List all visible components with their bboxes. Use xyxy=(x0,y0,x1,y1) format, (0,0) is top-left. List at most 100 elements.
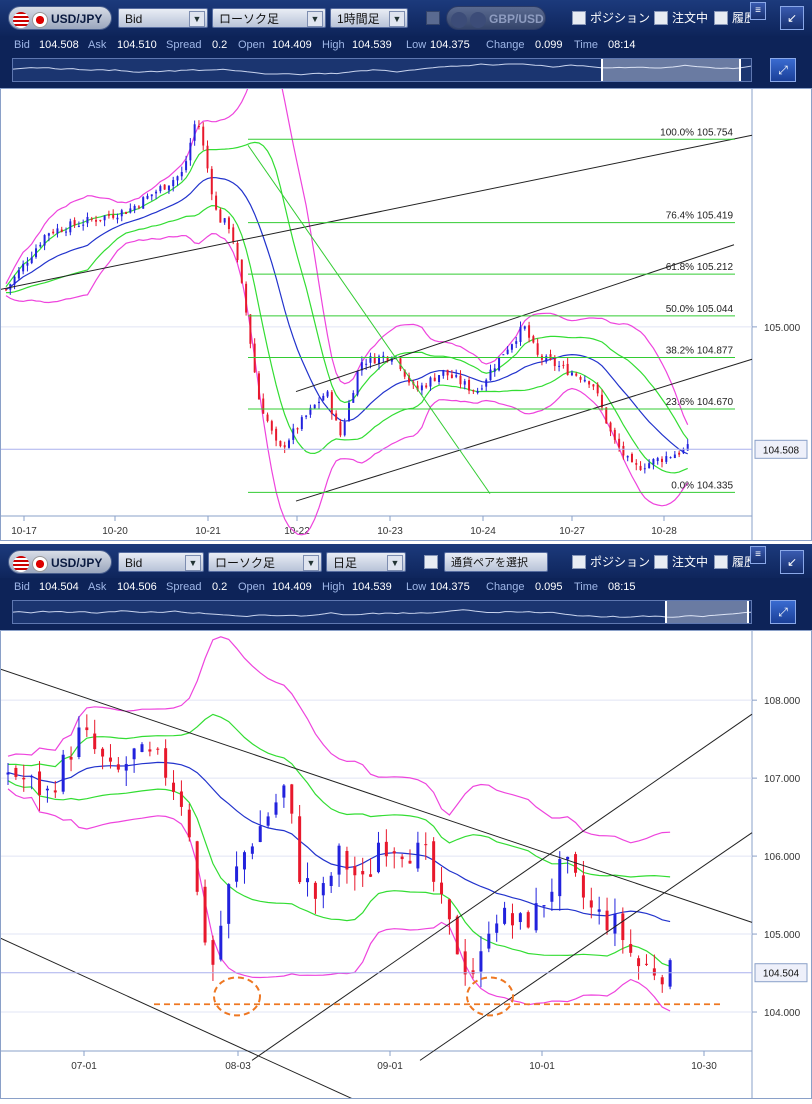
collapse-icon[interactable]: ↙ xyxy=(780,6,804,30)
candle-body xyxy=(345,850,349,870)
bottom-price-type-value: Bid xyxy=(125,556,143,570)
bottom-chart: 104.000 105.000 106.000 107.000 108.000 07-01… xyxy=(0,630,812,1104)
candle-body xyxy=(489,369,492,381)
history-checkbox[interactable] xyxy=(714,11,728,25)
candle-body xyxy=(309,407,312,415)
jp-flag-icon xyxy=(32,11,48,28)
candle-body xyxy=(219,209,222,223)
candle-body xyxy=(124,763,128,771)
ask-label: Ask xyxy=(88,581,107,593)
menu-icon[interactable]: ≡ xyxy=(750,546,766,564)
collapse-icon[interactable]: ↙ xyxy=(780,550,804,574)
candle-body xyxy=(455,916,459,955)
compare-checkbox[interactable] xyxy=(424,555,438,569)
candle-body xyxy=(480,388,483,390)
order-checkbox[interactable] xyxy=(654,11,668,25)
low-value: 104.375 xyxy=(430,581,470,593)
candle-body xyxy=(416,385,419,391)
candle-body xyxy=(597,909,601,912)
candle-body xyxy=(219,925,223,960)
candle-body xyxy=(562,364,565,366)
bottom-toolbar: USD/JPY Bid ▼ ローソク足 ▼ 日足 ▼ 通貨ペアを選択 ポジション 注文… xyxy=(0,544,812,582)
position-checkbox[interactable] xyxy=(572,11,586,25)
ask-value: 104.510 xyxy=(117,39,157,51)
top-symbol-selector[interactable]: USD/JPY xyxy=(8,6,112,30)
top-navigator-thumb[interactable] xyxy=(601,59,741,81)
ask-value: 104.506 xyxy=(117,581,157,593)
bottom-navigator-thumb[interactable] xyxy=(665,601,749,623)
candle-body xyxy=(352,392,355,403)
zoom-icon[interactable]: ⤢ xyxy=(770,58,796,82)
fib-level-label: 76.4% 105.419 xyxy=(666,211,734,222)
x-tick-label: 10-21 xyxy=(195,526,221,537)
candle-body xyxy=(202,126,205,146)
candle-body xyxy=(609,422,612,432)
candle-body xyxy=(630,454,633,463)
candle-body xyxy=(61,754,65,792)
bottom-navigator-line xyxy=(13,609,751,618)
top-chart-svg[interactable]: 105.000 10-17 10-20 10-21 10-22 10-23 10-24 10-… xyxy=(0,51,812,541)
top-timeframe-select[interactable]: 1時間足 ▼ xyxy=(330,8,408,28)
candle-body xyxy=(262,398,265,414)
candle-body xyxy=(6,772,10,775)
candle-body xyxy=(313,404,316,409)
candle-body xyxy=(592,384,595,387)
y-tick-label: 105.000 xyxy=(764,930,801,941)
candle-body xyxy=(189,142,192,161)
candle-body xyxy=(574,854,578,873)
candle-body xyxy=(596,384,599,394)
candle-body xyxy=(227,217,230,230)
candle-body xyxy=(129,208,132,213)
history-checkbox[interactable] xyxy=(714,555,728,569)
top-price-type-select[interactable]: Bid ▼ xyxy=(118,8,208,28)
candle-body xyxy=(622,445,625,456)
change-label: Change xyxy=(486,581,525,593)
candle-body xyxy=(424,844,428,846)
candle-body xyxy=(305,415,308,417)
candle-body xyxy=(369,356,372,363)
current-price-box xyxy=(754,963,808,983)
moving-average-line xyxy=(5,176,688,455)
candle-body xyxy=(558,859,562,897)
top-chart-type-select[interactable]: ローソク足 ▼ xyxy=(212,8,326,28)
candle-body xyxy=(43,235,46,246)
zoom-icon[interactable]: ⤢ xyxy=(770,600,796,624)
bottom-symbol-selector[interactable]: USD/JPY xyxy=(8,550,112,574)
fib-level-label: 50.0% 105.044 xyxy=(666,304,734,315)
candle-body xyxy=(52,231,55,234)
top-navigator-track[interactable] xyxy=(12,58,752,82)
x-tick-label: 07-01 xyxy=(71,1061,97,1072)
candle-body xyxy=(575,373,578,376)
menu-icon[interactable]: ≡ xyxy=(750,2,766,20)
bottom-chart-type-select[interactable]: ローソク足 ▼ xyxy=(208,552,322,572)
candle-body xyxy=(376,842,380,873)
candle-body xyxy=(510,344,513,350)
candle-body xyxy=(313,882,317,899)
candle-body xyxy=(471,970,475,975)
candle-body xyxy=(515,341,518,344)
bottom-compare-pair[interactable]: 通貨ペアを選択 xyxy=(444,552,548,572)
bottom-navigator-track[interactable] xyxy=(12,600,752,624)
chevron-down-icon: ▼ xyxy=(389,11,405,27)
bottom-chart-svg[interactable]: 104.000 105.000 106.000 107.000 108.000 07-01… xyxy=(0,630,812,1104)
position-checkbox[interactable] xyxy=(572,555,586,569)
bb-lower-2sigma-line xyxy=(5,232,689,536)
bottom-price-type-select[interactable]: Bid ▼ xyxy=(118,552,204,572)
x-tick-label: 10-27 xyxy=(559,526,585,537)
top-compare-pair[interactable]: GBP/USD xyxy=(446,6,546,30)
candle-body xyxy=(195,841,199,892)
y-tick-label: 108.000 xyxy=(764,696,801,707)
candle-body xyxy=(236,243,239,260)
candle-body xyxy=(382,355,385,358)
candle-body xyxy=(77,225,80,227)
x-tick-label: 10-17 xyxy=(11,526,37,537)
chart-background xyxy=(0,88,812,541)
channel-lower-line xyxy=(295,358,753,502)
bb-upper-2sigma-line xyxy=(5,51,689,425)
bottom-timeframe-select[interactable]: 日足 ▼ xyxy=(326,552,406,572)
order-checkbox[interactable] xyxy=(654,555,668,569)
candle-body xyxy=(589,900,593,908)
compare-checkbox[interactable] xyxy=(426,11,440,25)
history-label: 履歴 xyxy=(732,555,750,569)
chevron-down-icon: ▼ xyxy=(303,555,319,571)
